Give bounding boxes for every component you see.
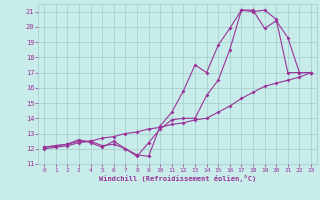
- X-axis label: Windchill (Refroidissement éolien,°C): Windchill (Refroidissement éolien,°C): [99, 175, 256, 182]
